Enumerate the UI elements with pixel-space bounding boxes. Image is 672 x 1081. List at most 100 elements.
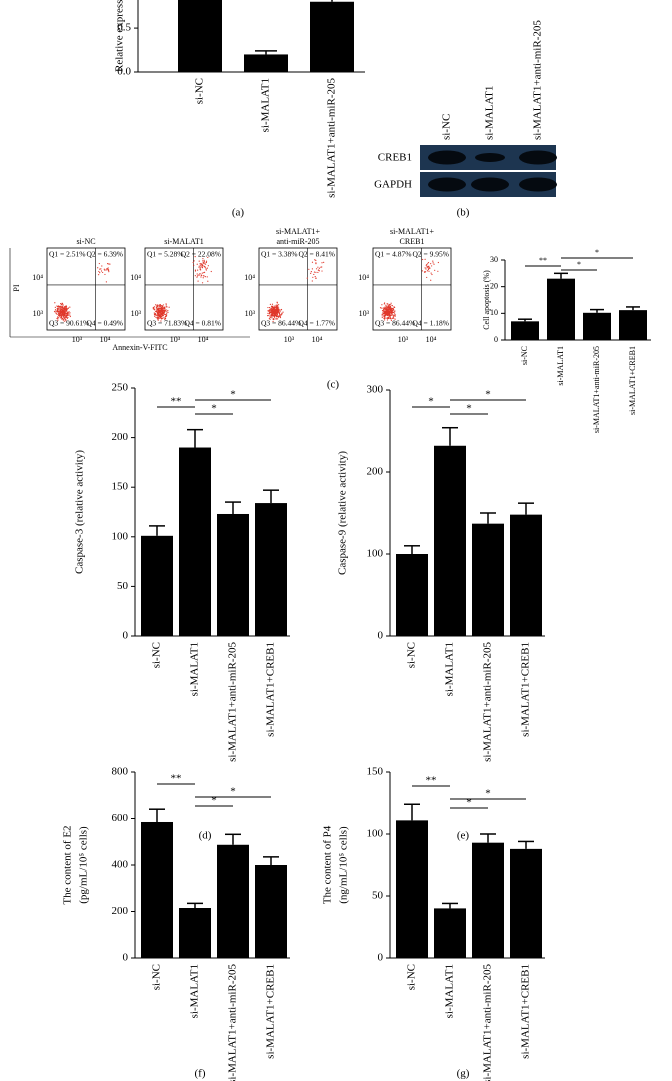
cell-dot [156,316,158,319]
cell-dot [275,304,277,306]
cell-dot [64,316,66,318]
cell-dot [385,305,387,307]
cell-dot [62,308,64,310]
cell-dot [165,303,167,305]
cell-dot [159,317,161,319]
x-tick-label: si-MALAT1 [556,346,565,386]
y-tick-label: 0.5 [117,22,131,34]
y-tick-label: 0 [378,630,384,642]
cell-dot [437,270,439,272]
cell-dot [387,311,389,313]
cell-dot [58,313,60,315]
cell-dot [154,315,156,317]
x-tick-label: si-MALAT1 [444,642,456,696]
cell-dot [193,264,195,266]
plot-title: si-NC [76,237,95,246]
quadrant-label: Q4 = 1.18% [412,319,449,328]
cell-dot [388,305,390,308]
cell-dot [315,268,318,270]
cell-dot [386,314,389,317]
error-bar [442,426,458,446]
error-bar [331,0,333,2]
cell-dot [389,305,392,307]
cell-dot [162,304,165,306]
cell-dot [393,317,395,319]
quadrant-label: Q1 = 2.51% [49,250,86,259]
cell-dot [166,314,168,316]
cell-dot [59,312,61,314]
cell-dot [384,315,386,317]
cell-dot [389,311,391,314]
cell-dot [385,304,387,306]
significance-label: * [466,403,472,415]
cell-dot [62,319,64,321]
cell-dot [199,274,201,276]
x-tick-label: si-MALAT1+CREB1 [628,346,637,415]
cell-dot [276,301,278,303]
significance-label: * [595,248,599,257]
cell-dot [391,314,394,316]
error-bar [518,840,534,849]
cell-dot [164,317,166,319]
cell-dot [318,270,320,272]
cell-dot [160,316,162,318]
blot-band [519,177,557,192]
cell-dot [57,308,59,310]
cell-dot [317,266,319,268]
cell-dot [201,272,203,274]
cell-dot [99,272,101,274]
cell-dot [152,308,154,310]
error-bar [263,489,279,504]
cell-dot [63,311,65,313]
cell-dot [60,314,62,316]
cell-dot [321,262,323,264]
cell-dot [105,269,107,271]
cell-dot [65,320,67,322]
cell-dot [160,310,162,312]
cell-dot [279,309,281,311]
y-tick-label: 10⁴ [130,273,141,282]
y-tick-label: 200 [112,905,129,917]
cell-dot [384,309,386,311]
error-bar [480,512,496,524]
cell-dot [163,308,165,310]
cell-dot [431,273,433,276]
cell-dot [390,318,392,320]
panel-label: (e) [457,830,470,842]
cell-dot [429,267,431,269]
cell-dot [197,280,199,282]
y-tick-label: 100 [367,548,384,560]
cell-dot [276,311,278,313]
plot-title: anti-miR-205 [276,237,319,246]
cell-dot [315,259,317,262]
cell-dot [162,311,165,313]
cell-dot [275,305,278,307]
cell-dot [107,263,109,265]
cell-dot [164,310,166,313]
flow-frame [372,247,452,331]
cell-dot [421,270,423,272]
bar [217,513,249,636]
cell-dot [271,303,274,305]
cell-dot [205,261,207,263]
cell-dot [279,316,282,319]
quadrant-label: Q2 = 8.41% [298,250,335,259]
bar [217,844,249,958]
cell-dot [108,271,110,273]
bar [472,523,504,636]
cell-dot [273,311,275,313]
cell-dot [66,314,68,316]
cell-dot [157,313,159,315]
cell-dot [65,316,68,319]
cell-dot [203,259,205,261]
cell-dot [66,317,68,319]
cell-dot [389,317,392,319]
cell-dot [381,309,384,312]
cell-dot [384,311,386,313]
error-bar [404,545,420,554]
y-tick-label: 200 [112,431,129,443]
cell-dot [198,260,200,262]
cell-dot [426,267,428,269]
cell-dot [267,306,269,309]
cell-dot [68,311,70,313]
